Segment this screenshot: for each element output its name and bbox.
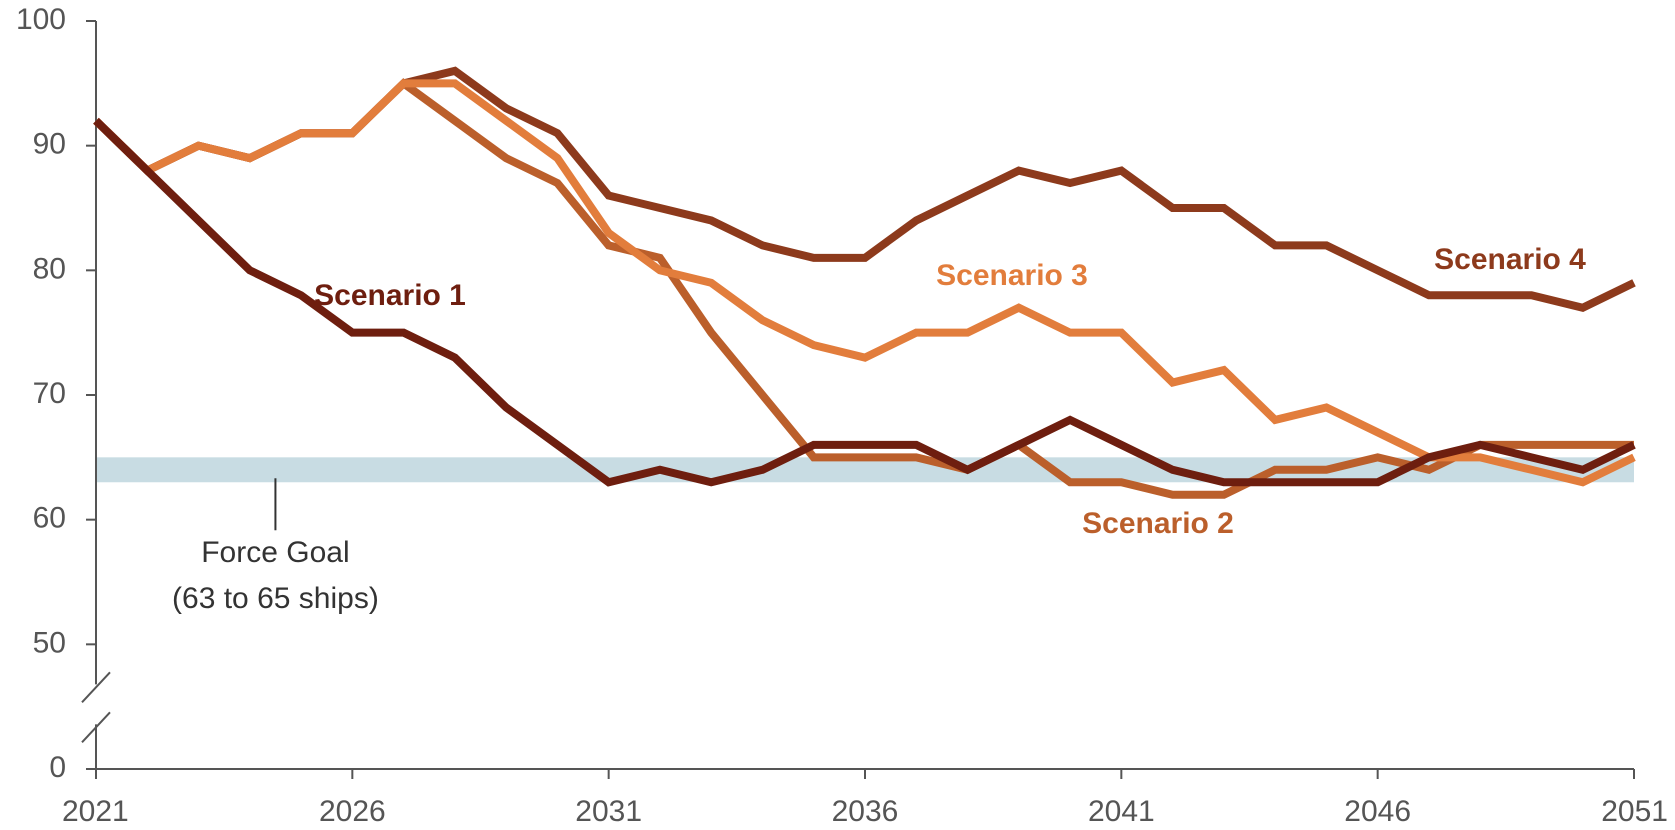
series-line [93, 66, 1636, 312]
series-line [93, 117, 1636, 487]
x-tick-label: 2021 [62, 795, 129, 828]
x-tick-label: 2046 [1344, 795, 1411, 828]
x-tick-label: 2051 [1601, 795, 1668, 828]
x-tick-label: 2036 [832, 795, 899, 828]
y-tick-label: 0 [49, 751, 66, 784]
series-label: Scenario 3 [936, 259, 1088, 292]
y-tick-label: 100 [16, 3, 66, 36]
series-label: Scenario 2 [1082, 507, 1234, 540]
y-tick-label: 50 [33, 626, 66, 659]
annotation: Force Goal [201, 536, 349, 569]
axis-break [81, 711, 111, 744]
y-tick-label: 90 [33, 128, 66, 161]
x-tick-label: 2026 [319, 795, 386, 828]
y-tick-label: 70 [33, 377, 66, 410]
axis-break [81, 671, 111, 704]
y-tick-label: 60 [33, 502, 66, 535]
y-tick-label: 80 [33, 252, 66, 285]
series-label: Scenario 1 [314, 279, 466, 312]
series-label: Scenario 4 [1434, 243, 1586, 276]
x-tick-label: 2041 [1088, 795, 1155, 828]
x-tick-label: 2031 [575, 795, 642, 828]
annotation: (63 to 65 ships) [172, 582, 379, 615]
series-line [93, 79, 1636, 487]
